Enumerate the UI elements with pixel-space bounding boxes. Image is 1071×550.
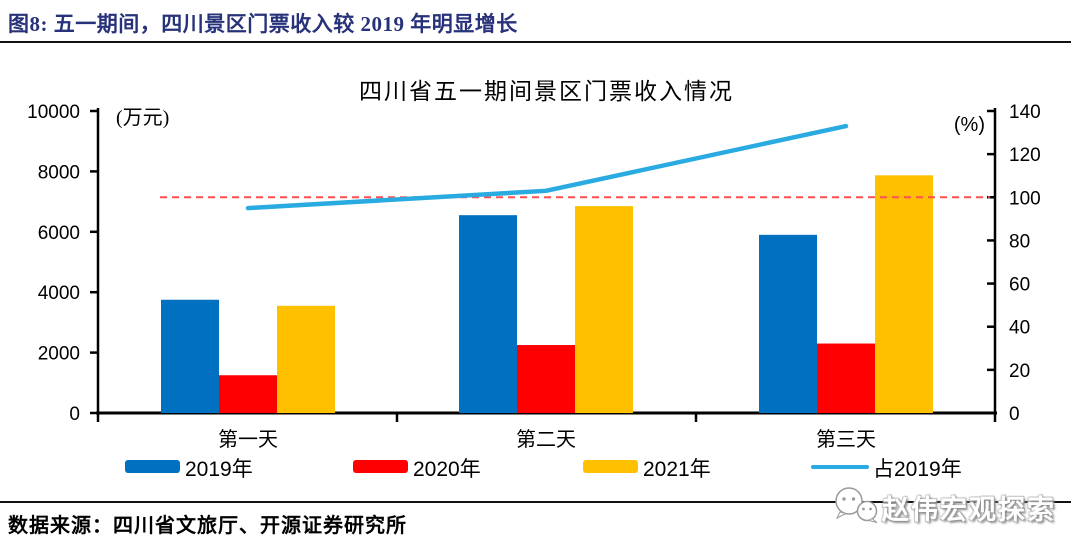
wechat-bubbles-icon (835, 487, 878, 523)
footer-divider (0, 501, 1071, 503)
watermark: 赵伟宏观探索 (832, 482, 1064, 532)
bar-2019年-第三天 (759, 234, 817, 413)
data-source: 数据来源：四川省文旅厅、开源证券研究所 (8, 515, 407, 537)
y-left-tick-label: 0 (69, 404, 80, 425)
x-category-label: 第一天 (218, 428, 278, 451)
y-left-tick-label: 2000 (38, 344, 80, 365)
bar-2020年-第二天 (517, 345, 575, 413)
y-left-tick-label: 4000 (38, 283, 80, 304)
bar-2020年-第三天 (817, 343, 875, 413)
legend-label-2021年: 2021年 (643, 458, 711, 481)
y-right-tick-label: 60 (1009, 275, 1030, 296)
bar-2019年-第一天 (161, 299, 219, 413)
bar-2021年-第三天 (875, 175, 933, 413)
legend-label-占2019年: 占2019年 (873, 458, 962, 481)
x-category-label: 第三天 (816, 428, 876, 451)
y-right-tick-label: 0 (1009, 404, 1020, 425)
watermark-text: 赵伟宏观探索 (882, 494, 1056, 525)
figure-title: 图8: 五一期间，四川景区门票收入较 2019 年明显增长 (8, 12, 518, 36)
y-left-tick-label: 6000 (38, 223, 80, 244)
legend-label-2019年: 2019年 (185, 458, 253, 481)
y-right-tick-label: 80 (1009, 231, 1030, 252)
y-right-tick-label: 40 (1009, 318, 1030, 339)
trend-line-占2019年 (245, 123, 849, 211)
y-right-tick-label: 20 (1009, 361, 1030, 382)
left-axis-unit-label: (万元) (116, 107, 169, 129)
bar-2020年-第一天 (219, 375, 277, 413)
legend-swatch-2021年 (583, 460, 638, 473)
y-right-tick-label: 120 (1009, 145, 1041, 166)
x-category-label: 第二天 (516, 428, 576, 451)
legend-swatch-2020年 (353, 460, 408, 473)
title-divider (0, 41, 1071, 43)
y-left-tick-label: 8000 (38, 162, 80, 183)
legend-label-2020年: 2020年 (413, 458, 481, 481)
bar-2019年-第二天 (459, 215, 517, 413)
right-axis-unit-label: (%) (954, 114, 985, 136)
bar-2021年-第一天 (277, 305, 335, 413)
legend-swatch-2019年 (125, 460, 180, 473)
y-right-tick-label: 140 (1009, 102, 1041, 123)
bar-2021年-第二天 (575, 206, 633, 413)
chart-title: 四川省五一期间景区门票收入情况 (359, 79, 734, 104)
y-left-tick-label: 10000 (27, 102, 80, 123)
y-right-tick-label: 100 (1009, 188, 1041, 209)
